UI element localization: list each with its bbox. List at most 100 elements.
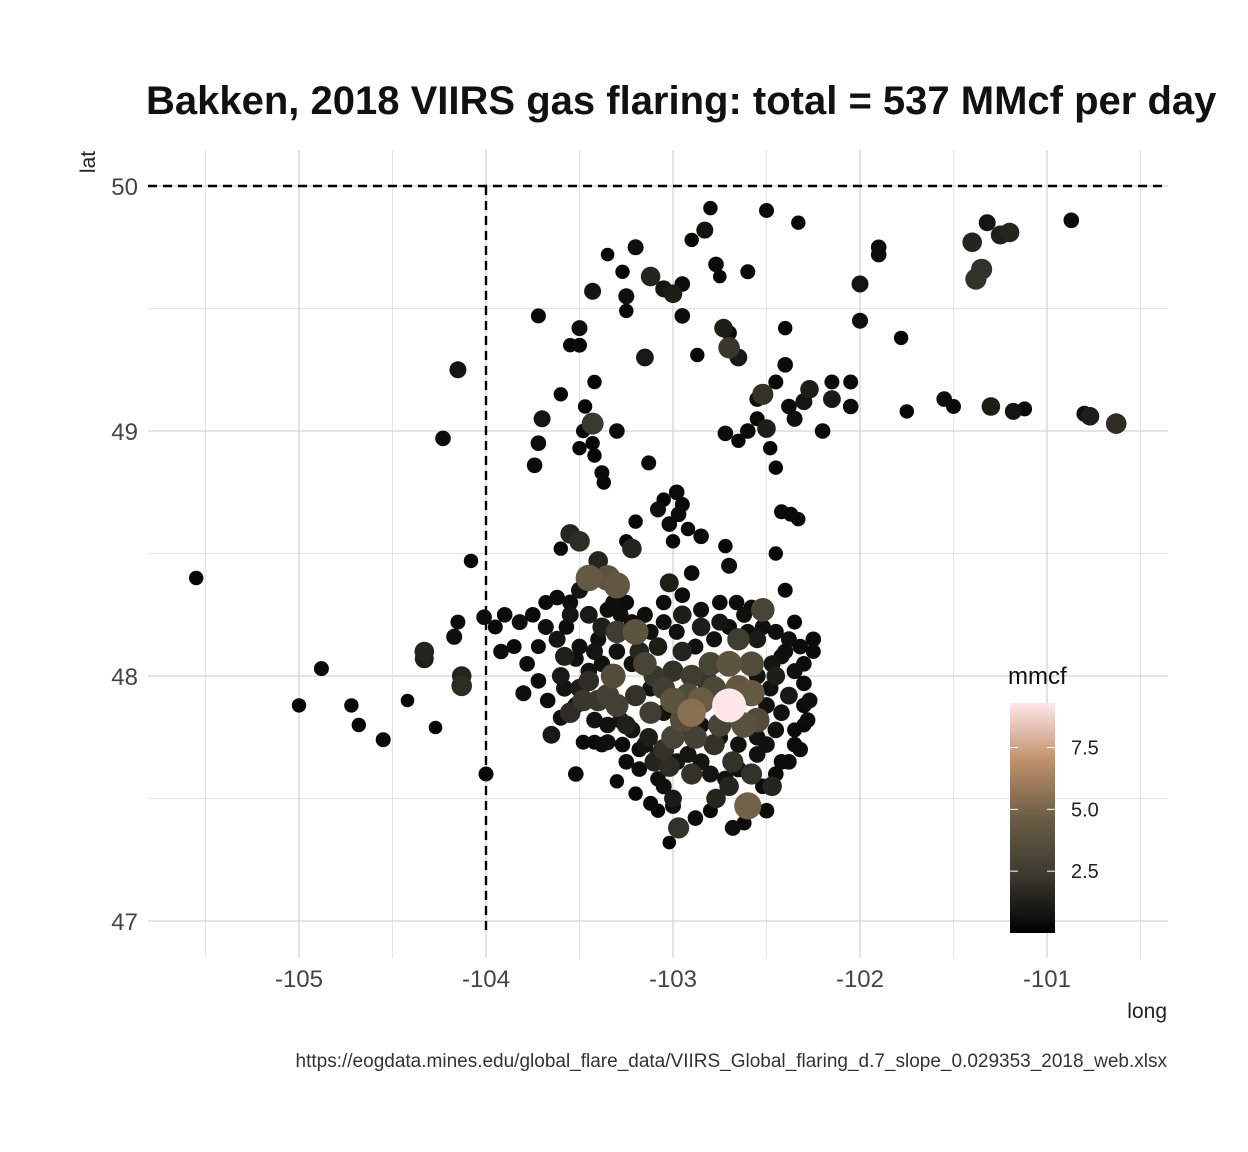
data-point xyxy=(780,631,797,648)
data-point xyxy=(584,282,602,300)
data-point xyxy=(587,448,602,463)
data-point xyxy=(650,501,666,518)
legend-colorbar xyxy=(1010,703,1055,933)
data-point xyxy=(478,766,494,782)
data-point xyxy=(577,399,593,414)
data-point xyxy=(690,347,705,363)
data-point xyxy=(777,582,793,598)
data-point xyxy=(568,766,584,782)
data-point xyxy=(446,628,463,645)
data-point xyxy=(801,692,818,709)
x-axis-label: long xyxy=(1127,1000,1167,1023)
data-point xyxy=(680,521,696,537)
x-tick-label: -104 xyxy=(462,966,510,993)
data-point xyxy=(530,435,547,452)
data-point xyxy=(313,661,329,677)
data-point xyxy=(712,688,747,723)
data-point xyxy=(851,275,869,293)
data-point xyxy=(662,835,677,850)
data-point xyxy=(414,641,435,662)
data-point xyxy=(435,430,451,447)
data-point xyxy=(548,630,566,648)
data-point xyxy=(978,214,996,232)
source-caption: https://eogdata.mines.edu/global_flare_d… xyxy=(296,1051,1168,1072)
data-point xyxy=(683,565,700,581)
data-point xyxy=(748,630,767,649)
data-point xyxy=(344,698,359,713)
data-point xyxy=(687,810,704,826)
data-point xyxy=(734,792,762,820)
data-point xyxy=(659,756,680,777)
data-point xyxy=(662,660,684,682)
data-point xyxy=(581,412,604,435)
data-point xyxy=(640,266,661,287)
data-point xyxy=(600,247,615,262)
data-point xyxy=(665,534,681,549)
data-point xyxy=(999,222,1020,243)
data-point xyxy=(533,410,551,428)
data-point xyxy=(663,284,683,304)
data-point xyxy=(805,644,821,659)
data-point xyxy=(787,614,803,630)
data-point xyxy=(724,819,741,836)
data-point xyxy=(870,239,887,256)
data-point xyxy=(971,258,993,280)
data-point xyxy=(712,594,728,611)
data-point xyxy=(673,605,692,625)
data-point xyxy=(981,397,1001,416)
data-point xyxy=(786,663,803,680)
data-point xyxy=(636,606,653,623)
data-point xyxy=(1063,212,1080,229)
data-point xyxy=(639,701,662,724)
data-point xyxy=(648,637,668,656)
data-point xyxy=(805,631,822,648)
data-point xyxy=(719,776,739,797)
data-point xyxy=(791,215,806,230)
data-point xyxy=(893,330,909,346)
data-point xyxy=(609,774,625,789)
data-point xyxy=(714,318,733,338)
data-point xyxy=(519,656,535,672)
data-point xyxy=(680,664,703,688)
data-point xyxy=(727,628,750,651)
data-point xyxy=(428,720,443,735)
data-point xyxy=(713,269,727,284)
data-point xyxy=(1080,407,1100,426)
data-point xyxy=(767,623,784,640)
data-point xyxy=(633,652,657,676)
data-point xyxy=(636,348,654,367)
data-point xyxy=(718,538,733,554)
data-point xyxy=(515,685,532,702)
data-point xyxy=(579,605,598,624)
data-point xyxy=(759,203,774,218)
data-point xyxy=(768,546,783,561)
data-point xyxy=(594,465,610,481)
data-point xyxy=(717,425,734,442)
x-tick-label: -102 xyxy=(836,966,884,993)
data-point xyxy=(751,598,775,622)
data-point xyxy=(526,457,543,474)
data-point xyxy=(739,651,764,677)
data-point xyxy=(679,745,697,763)
data-point xyxy=(643,795,659,811)
data-point xyxy=(585,436,600,451)
data-point xyxy=(572,689,594,712)
data-point xyxy=(450,614,466,630)
data-point xyxy=(400,693,415,708)
data-point xyxy=(487,619,503,635)
data-point xyxy=(493,643,509,660)
data-point xyxy=(740,763,763,785)
data-point xyxy=(696,221,714,239)
data-point xyxy=(575,564,602,592)
data-point xyxy=(375,732,391,748)
legend-ticks: 2.5 5.0 7.5 xyxy=(1010,738,1099,883)
data-point xyxy=(189,570,204,586)
data-point xyxy=(1105,413,1127,434)
data-point xyxy=(463,553,479,569)
data-point xyxy=(476,609,492,625)
data-point xyxy=(783,506,799,522)
data-point xyxy=(600,663,626,689)
x-tick-label: -101 xyxy=(1023,966,1071,993)
data-point xyxy=(659,573,679,593)
data-point xyxy=(599,716,616,734)
